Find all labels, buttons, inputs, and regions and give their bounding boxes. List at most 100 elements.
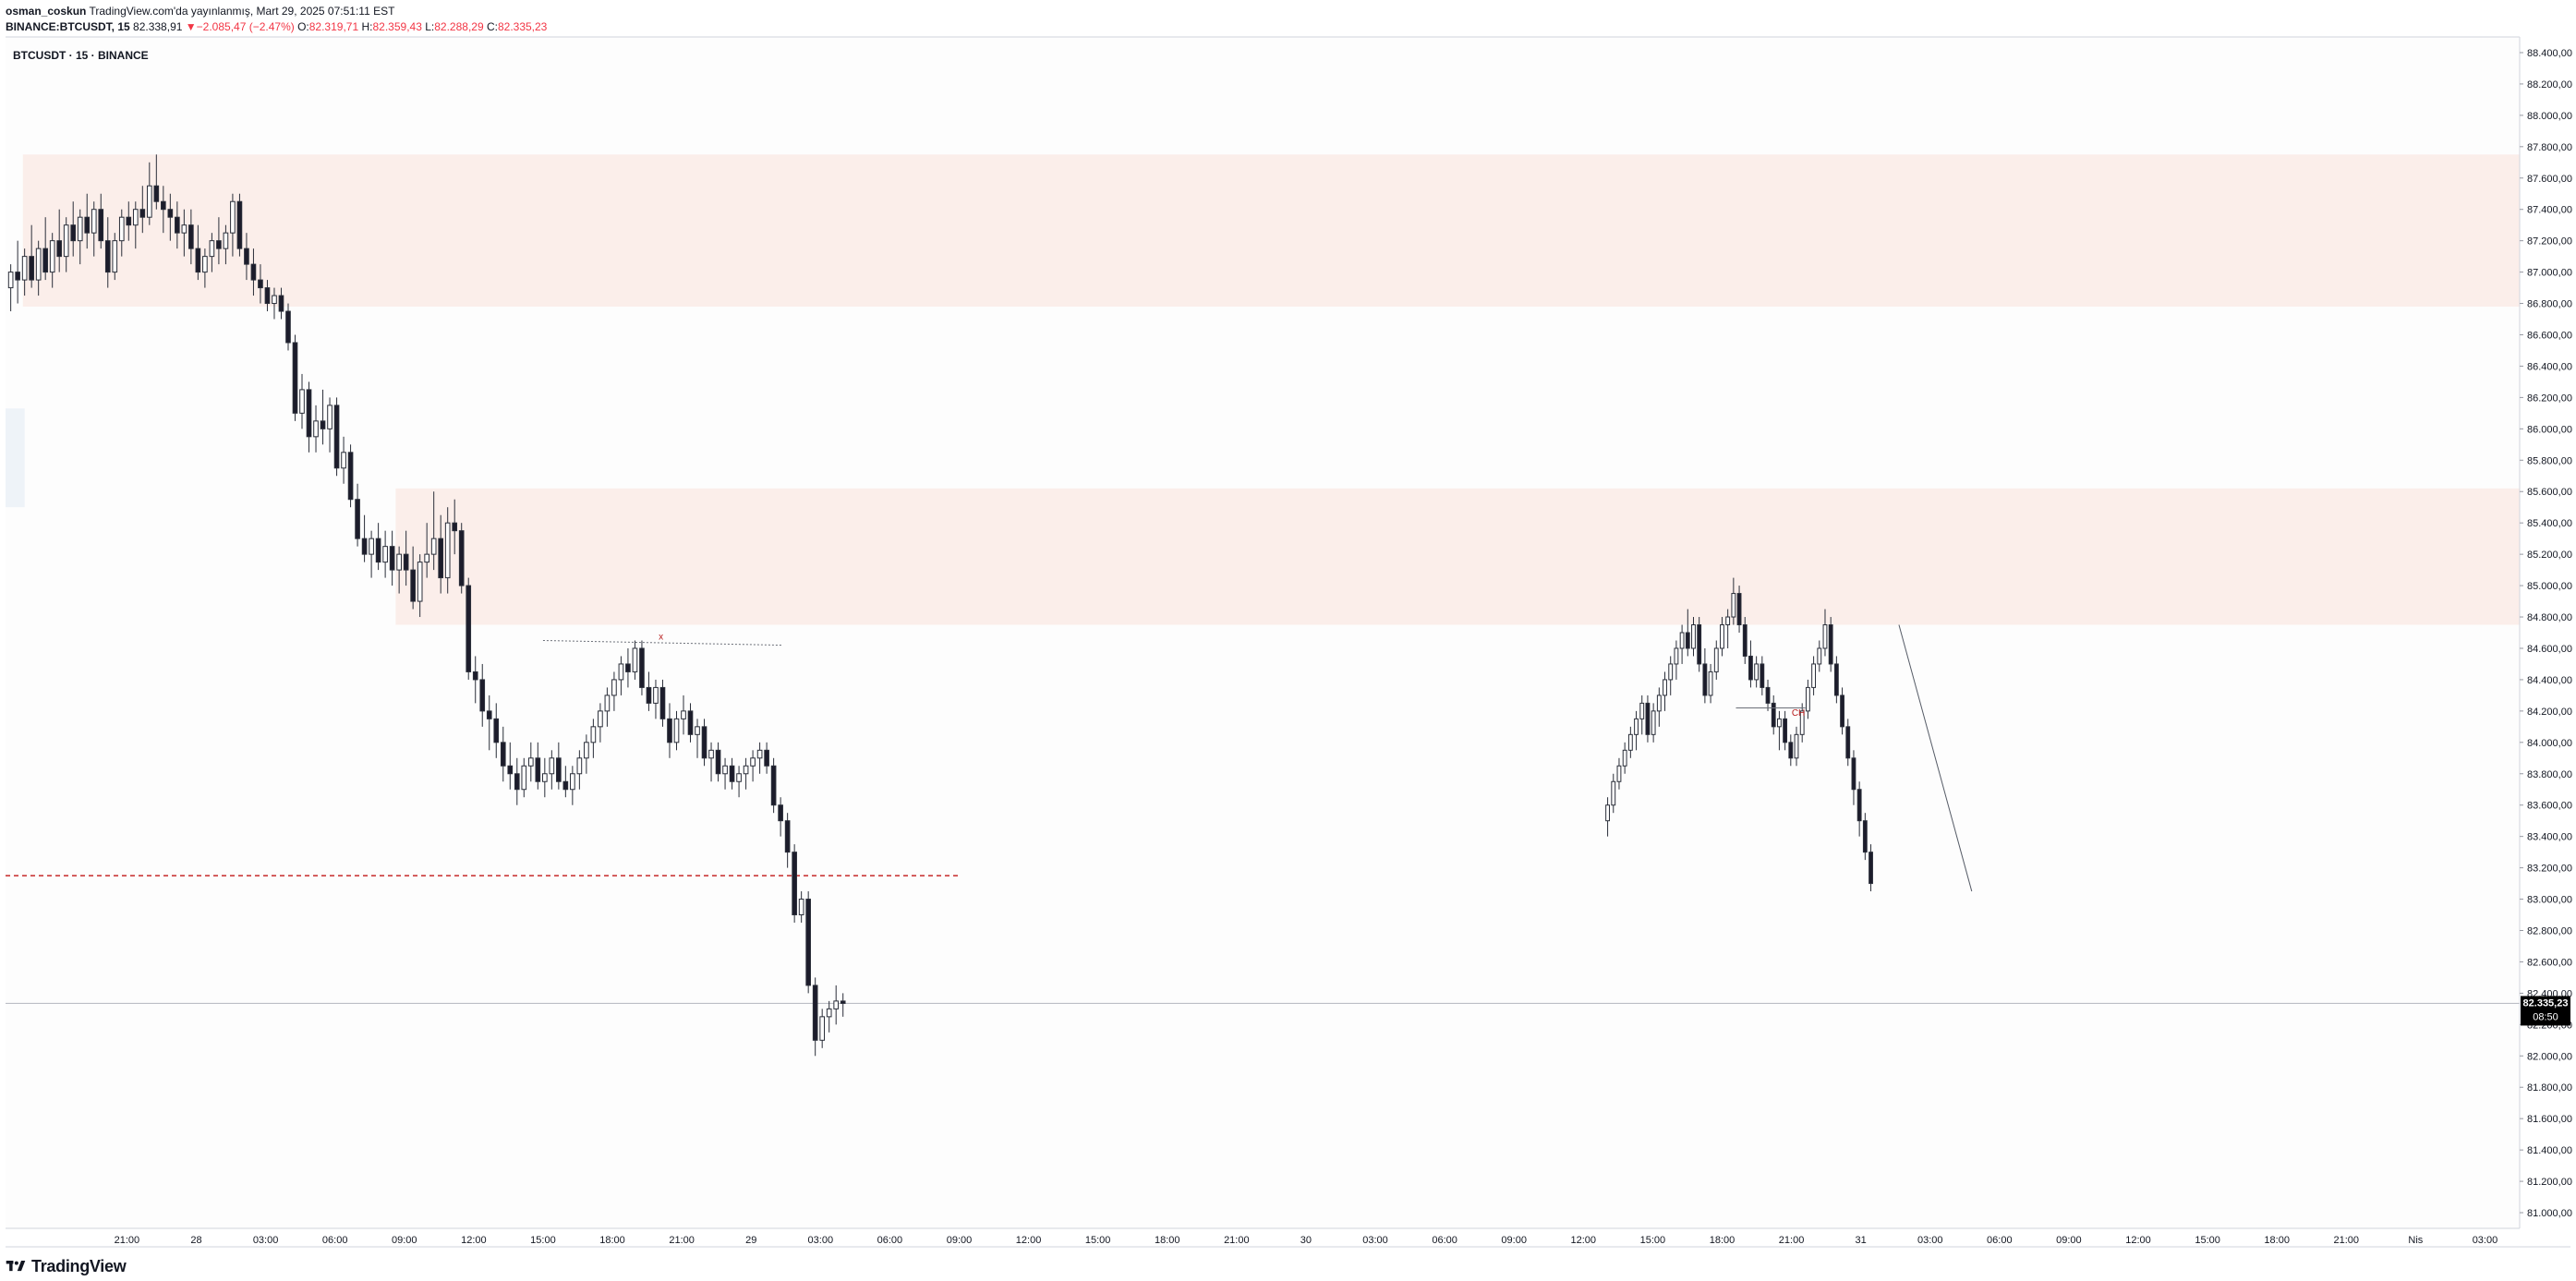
candle-body <box>146 185 152 218</box>
candle-body <box>382 546 388 563</box>
candle-body <box>313 420 319 438</box>
price-tag-box <box>2521 996 2570 1026</box>
high-label: H: <box>361 20 373 33</box>
candle-body <box>1811 663 1817 688</box>
candle-body <box>625 663 631 672</box>
candle-body <box>430 538 437 555</box>
time-axis[interactable]: 21:00 28 03:00 06:00 09:00 12:00 15:00 18:00 21:… <box>115 1235 2498 1246</box>
candle-body <box>819 1016 826 1041</box>
x-tick-label: 03:00 <box>1917 1235 1943 1246</box>
candle-body <box>486 710 492 719</box>
candle-body <box>1754 663 1760 681</box>
change-down-icon: ▼ <box>185 20 197 33</box>
last-price-tag: 82.335,23 08:50 <box>2521 996 2570 1026</box>
y-tick-label: 81.400,00 <box>2527 1145 2572 1156</box>
candle-body <box>91 209 97 234</box>
candle-body <box>1748 655 1753 681</box>
candle-body <box>729 765 735 782</box>
candle-body <box>701 726 707 759</box>
y-tick-label: 84.600,00 <box>2527 644 2572 655</box>
candle-body <box>1679 632 1685 649</box>
candle-body <box>507 765 514 775</box>
candle-body <box>244 248 249 265</box>
candle-body <box>1765 686 1771 704</box>
candle-body <box>1697 624 1702 665</box>
candle-body <box>570 773 575 791</box>
candle-body <box>333 405 340 469</box>
candle-body <box>84 216 91 234</box>
candles <box>7 154 1873 1057</box>
candle-body <box>1783 718 1788 743</box>
candle-body <box>479 679 486 712</box>
candle-body <box>1833 663 1839 696</box>
x-tick-label: 03:00 <box>808 1235 834 1246</box>
candle-body <box>1708 671 1713 696</box>
candle-body <box>1627 733 1633 751</box>
annotation-line-0 <box>542 639 783 647</box>
candle-body <box>673 718 680 743</box>
x-tick-label: 30 <box>1300 1235 1312 1246</box>
x-tick-label: 09:00 <box>1501 1235 1527 1246</box>
candle-body <box>472 671 478 681</box>
candle-body <box>258 279 263 289</box>
candle-body <box>278 295 284 312</box>
candle-body <box>527 757 534 767</box>
candle-body <box>161 200 166 211</box>
candle-body <box>118 216 125 242</box>
candle-body <box>1656 695 1662 712</box>
candle-body <box>272 295 277 305</box>
candle-body <box>1611 780 1616 806</box>
y-tick-label: 88.000,00 <box>2527 111 2572 122</box>
candle-body <box>556 757 562 782</box>
candle-body <box>535 757 541 782</box>
candle-body <box>264 287 271 305</box>
candle-body <box>1685 632 1690 649</box>
chart-header: osman_coskun TradingView.com'da yayınlan… <box>0 0 2576 37</box>
x-tick-label: 15:00 <box>1085 1235 1111 1246</box>
candle-body <box>466 585 472 672</box>
price-tag-countdown: 08:50 <box>2533 1011 2558 1022</box>
candle-body <box>562 780 569 791</box>
y-tick-label: 82.600,00 <box>2527 957 2572 968</box>
zone-2 <box>6 408 25 508</box>
candle-body <box>63 224 69 258</box>
candle-body <box>1869 852 1873 885</box>
candle-body <box>618 663 624 681</box>
candle-body <box>320 420 326 429</box>
candle-body <box>438 538 444 579</box>
candle-body <box>826 1008 832 1018</box>
symbol-label[interactable]: BINANCE:BTCUSDT, 15 <box>6 20 130 33</box>
y-tick-label: 85.600,00 <box>2527 487 2572 498</box>
candle-body <box>1794 733 1799 759</box>
x-tick-label: 06:00 <box>322 1235 348 1246</box>
x-tick-label: 12:00 <box>1571 1235 1597 1246</box>
x-tick-label: 18:00 <box>2264 1235 2290 1246</box>
candle-body <box>250 263 257 281</box>
candle-body <box>1788 742 1794 759</box>
candle-body <box>695 726 700 735</box>
candle-body <box>104 240 111 273</box>
tradingview-logo[interactable]: TradingView <box>6 1256 127 1276</box>
y-tick-label: 81.000,00 <box>2527 1208 2572 1219</box>
candle-body <box>1822 624 1828 649</box>
x-tick-label: Nis <box>2408 1235 2423 1246</box>
price-axis[interactable]: 88.400,00 88.200,00 88.000,00 87.800,00 87.6… <box>2520 48 2572 1219</box>
x-tick-label: 21:00 <box>669 1235 695 1246</box>
candle-body <box>15 272 20 281</box>
x-tick-label: 06:00 <box>1432 1235 1457 1246</box>
author-name[interactable]: osman_coskun <box>6 5 87 18</box>
candle-body <box>77 216 83 242</box>
x-tick-label: 18:00 <box>1155 1235 1180 1246</box>
candle-body <box>792 852 797 916</box>
candle-body <box>236 200 243 249</box>
candle-body <box>1720 624 1724 649</box>
candle-body <box>403 553 409 571</box>
x-tick-label: 12:00 <box>461 1235 487 1246</box>
candle-body <box>230 200 236 234</box>
candle-body <box>299 389 305 414</box>
candle-body <box>1674 647 1679 665</box>
candle-body <box>1731 593 1736 618</box>
candle-body <box>632 647 638 672</box>
x-tick-label: 12:00 <box>2125 1235 2151 1246</box>
